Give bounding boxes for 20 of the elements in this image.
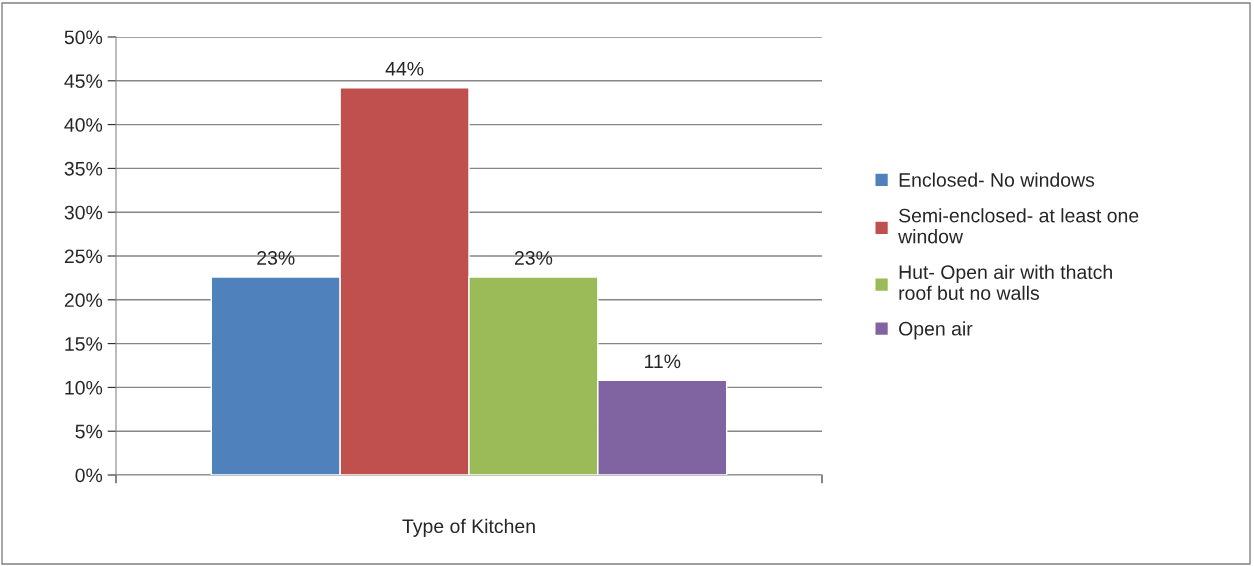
data-label: 44% (385, 61, 424, 76)
y-tick-label: 45% (64, 74, 103, 89)
y-tick-label: 5% (75, 424, 103, 439)
legend-label: Hut- Open air with thatch roof but no walls (899, 264, 1112, 300)
y-tick-label: 20% (64, 293, 103, 308)
y-tick-label: 25% (64, 249, 103, 264)
legend-label: Enclosed- No windows (899, 172, 1095, 187)
data-label: 23% (257, 251, 295, 265)
y-tick-label: 30% (64, 205, 103, 220)
x-tick-label: Type of Kitchen (402, 518, 535, 537)
y-tick-label: 50% (64, 30, 103, 45)
data-label: 23% (514, 251, 553, 265)
y-tick-label: 35% (64, 161, 103, 176)
legend-label: Semi-enclosed- at least one window (898, 208, 1139, 244)
legend-label: Open air (899, 321, 973, 340)
y-tick-label: 40% (64, 118, 103, 132)
y-tick-label: 15% (65, 337, 103, 351)
y-tick-label: 0% (75, 468, 103, 483)
data-label: 11% (645, 354, 681, 369)
y-tick-label: 10% (65, 380, 103, 395)
